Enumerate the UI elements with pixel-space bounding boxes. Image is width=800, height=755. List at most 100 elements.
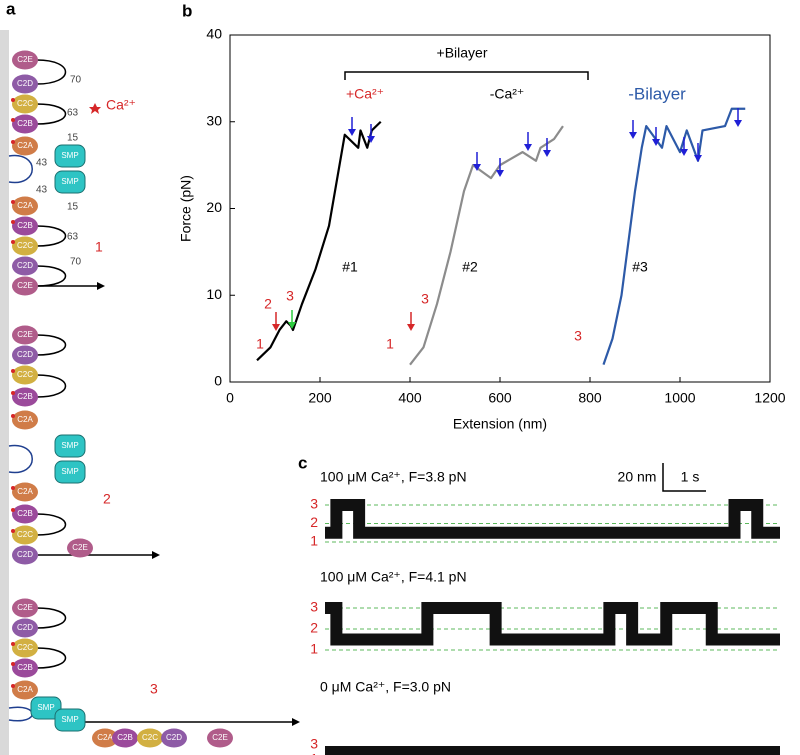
panel-label: b — [182, 1, 192, 20]
domain-label: C2A — [17, 201, 33, 210]
trace-title: 100 μM Ca²⁺, F=4.1 pN — [320, 569, 467, 585]
c2-domain — [12, 114, 38, 134]
arrow-head — [272, 324, 280, 331]
force-trace — [256, 120, 382, 362]
ca-bound — [11, 391, 15, 395]
c2-domain — [12, 256, 38, 276]
membrane-anchor — [8, 444, 33, 474]
level-label: 3 — [310, 599, 318, 615]
c2-domain — [12, 598, 38, 618]
domain-label: C2C — [142, 733, 158, 742]
domain-label: SMP — [61, 467, 78, 476]
c2-domain — [207, 728, 233, 748]
c2-domain — [12, 196, 38, 216]
arrow-head — [292, 718, 300, 726]
arrow-head — [694, 155, 702, 162]
smp-domain — [54, 434, 86, 458]
x-axis-title: Extension (nm) — [453, 416, 547, 432]
linker — [36, 265, 67, 287]
domain-label: SMP — [61, 177, 78, 186]
scale-bar — [662, 463, 706, 492]
c2-domain — [12, 658, 38, 678]
arrow-head — [152, 551, 160, 559]
c2-domain — [12, 276, 38, 296]
c2-domain — [12, 410, 38, 430]
level-label: 1 — [310, 533, 318, 549]
c2-domain — [12, 74, 38, 94]
ca-bound — [11, 529, 15, 533]
y-tick-label: 20 — [206, 199, 222, 215]
smp-domain — [30, 696, 62, 720]
ca-bound — [11, 662, 15, 666]
series-label: #3 — [632, 259, 648, 275]
c2-domain — [92, 728, 118, 748]
c2-domain — [12, 482, 38, 502]
arrow-head — [543, 150, 551, 157]
domain-label: C2A — [17, 487, 33, 496]
domain-label: SMP — [61, 151, 78, 160]
c2-domain — [137, 728, 163, 748]
domain-label: C2B — [17, 663, 33, 672]
linker-length: 43 — [36, 158, 48, 169]
domain-label: C2A — [17, 141, 33, 150]
linker-length: 63 — [67, 232, 79, 243]
ca-bound — [11, 642, 15, 646]
panel-label: c — [298, 453, 307, 472]
step-label: 3 — [286, 288, 294, 304]
domain-label: C2C — [17, 241, 33, 250]
arrow-head — [288, 322, 296, 329]
membrane-anchor — [8, 706, 33, 722]
legend-label: Ca²⁺ — [106, 97, 136, 113]
domain-label: C2D — [17, 261, 33, 270]
c2-domain — [12, 236, 38, 256]
trace-title: 0 μM Ca²⁺, F=3.0 pN — [320, 679, 451, 695]
scale-length: 20 nm — [618, 469, 657, 485]
linker-length: 15 — [67, 133, 79, 144]
c2-domain — [12, 50, 38, 70]
level-label: 1 — [310, 751, 318, 755]
linker — [36, 334, 67, 356]
series-label: #1 — [342, 259, 358, 275]
extension-trace — [325, 602, 780, 646]
c2-domain — [12, 136, 38, 156]
y-tick-label: 0 — [214, 373, 222, 389]
c2-domain — [12, 365, 38, 385]
force-trace — [409, 125, 564, 366]
domain-label: C2D — [17, 79, 33, 88]
ca-bound — [11, 98, 15, 102]
level-label: 2 — [310, 620, 318, 636]
ca-bound — [11, 414, 15, 418]
c2-domain — [112, 728, 138, 748]
ca-bound — [11, 486, 15, 490]
annotation: -Bilayer — [628, 84, 686, 103]
level-label: 3 — [310, 736, 318, 752]
c2-domain — [12, 387, 38, 407]
c2-domain — [12, 638, 38, 658]
level-label: 2 — [310, 514, 318, 530]
step-label: 3 — [574, 328, 582, 344]
smp-domain — [54, 144, 86, 168]
domain-label: C2E — [17, 330, 33, 339]
domain-label: C2D — [17, 550, 33, 559]
domain-label: C2A — [17, 685, 33, 694]
ca-bound — [11, 684, 15, 688]
arrow-head — [473, 164, 481, 171]
domain-label: C2E — [17, 603, 33, 612]
domain-label: SMP — [61, 441, 78, 450]
c2-domain — [12, 504, 38, 524]
c2-domain — [161, 728, 187, 748]
x-tick-label: 1000 — [664, 390, 695, 406]
domain-label: C2E — [17, 55, 33, 64]
domain-label: C2C — [17, 370, 33, 379]
c2-domain — [12, 345, 38, 365]
ca-bound — [11, 118, 15, 122]
domain-label: C2C — [17, 99, 33, 108]
domain-label: C2D — [17, 350, 33, 359]
ca-bound — [11, 508, 15, 512]
domain-label: C2D — [166, 733, 182, 742]
annotation: +Ca²⁺ — [346, 86, 384, 102]
state-number: 2 — [103, 491, 111, 507]
linker — [36, 59, 67, 85]
step-label: 3 — [421, 291, 429, 307]
